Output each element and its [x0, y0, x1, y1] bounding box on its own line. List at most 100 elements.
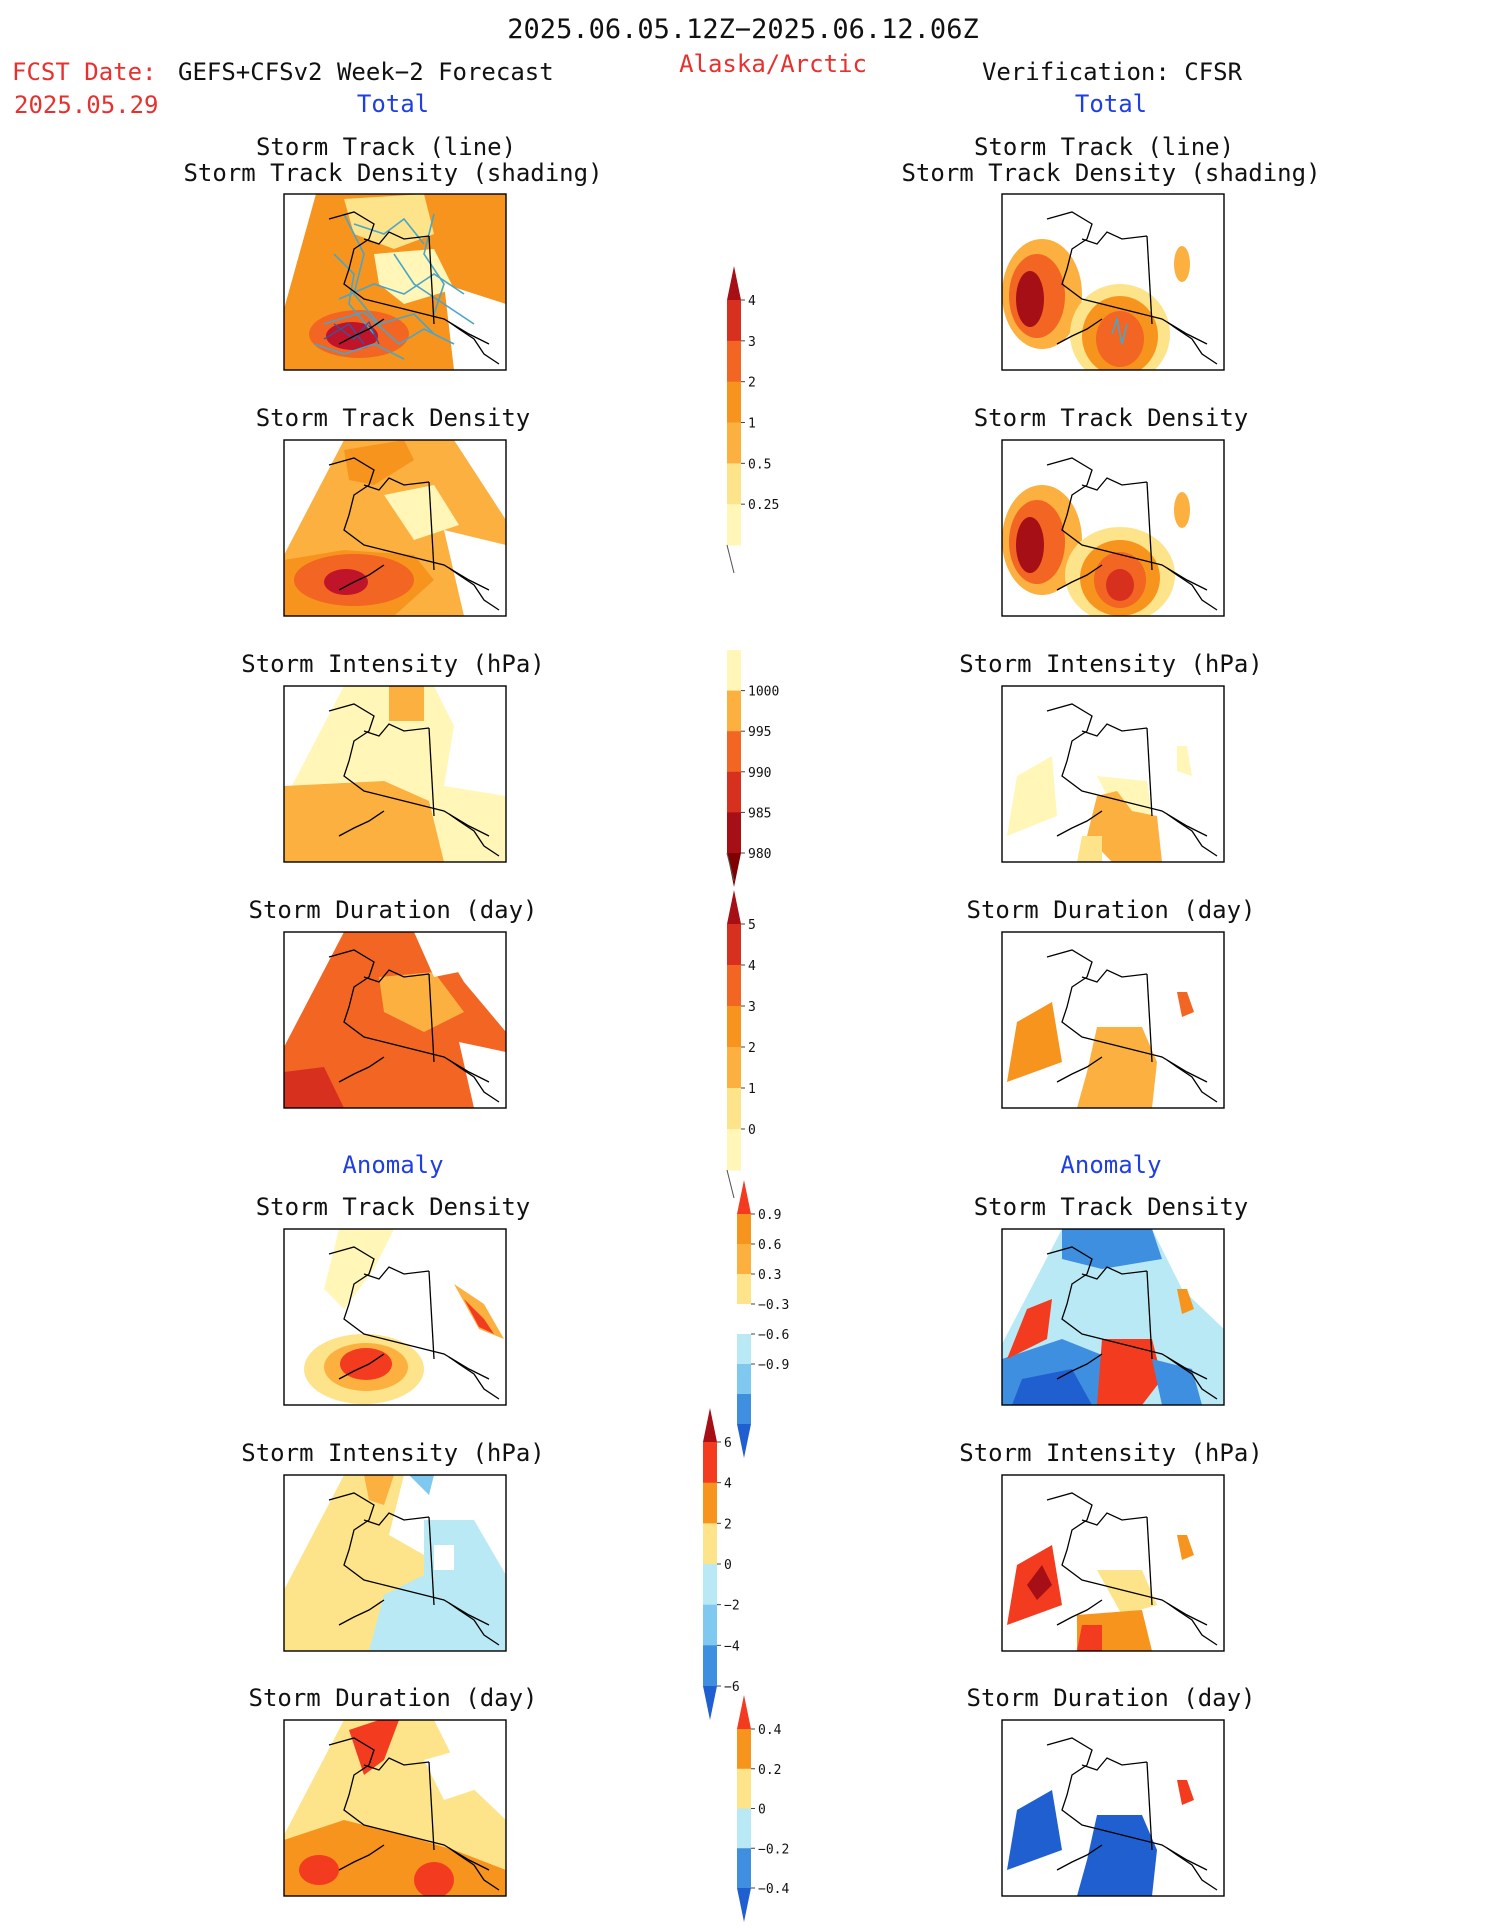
map-right-anom-duration [1001, 1719, 1225, 1897]
map-right-anom-density [1001, 1228, 1225, 1406]
colorbar-segment [727, 924, 741, 966]
colorbar-tail [726, 544, 735, 574]
left-anom-intensity-title: Storm Intensity (hPa) [241, 1439, 544, 1467]
colorbar-segment [703, 1564, 717, 1606]
map-right-anom-intensity [1001, 1474, 1225, 1652]
colorbar-label: 0.3 [758, 1268, 781, 1283]
colorbar-label: 0.25 [748, 498, 779, 513]
colorbar-label: −0.9 [758, 1358, 789, 1373]
colorbar-segment [727, 771, 741, 813]
colorbar-total-density: 4 3 2 1 0.5 0.25 [726, 266, 779, 574]
colorbar-segment [727, 504, 741, 546]
colorbar-label: 0.5 [748, 457, 771, 472]
colorbar-label: 4 [748, 959, 756, 974]
right-total-label: Total [1075, 90, 1147, 118]
colorbar-segment [737, 1768, 751, 1809]
map-left-intensity [283, 685, 507, 863]
region-label: Alaska/Arctic [679, 50, 867, 78]
map-right-duration [1001, 931, 1225, 1109]
colorbar-label: 2 [748, 1041, 756, 1056]
colorbar-segment [727, 1006, 741, 1048]
map-left-anom-duration [283, 1719, 507, 1897]
colorbar-label: −6 [724, 1680, 740, 1695]
colorbar-tip-top [727, 266, 741, 300]
colorbar-label: −2 [724, 1599, 740, 1614]
colorbar-segment [703, 1645, 717, 1687]
colorbar-segment [703, 1523, 717, 1565]
colorbar-segment [727, 422, 741, 464]
colorbar-label: 5 [748, 918, 756, 933]
colorbar-tail [726, 1169, 735, 1199]
colorbar-label: 0.6 [758, 1238, 781, 1253]
colorbar-label: 1 [748, 1082, 756, 1097]
map-left-density [283, 439, 507, 617]
colorbar-label: 2 [724, 1517, 732, 1532]
map-left-duration [283, 931, 507, 1109]
colorbar-label: 985 [748, 806, 771, 821]
colorbar-label: 0.4 [758, 1723, 782, 1738]
colorbar-segment [727, 381, 741, 423]
colorbar-segment [703, 1604, 717, 1646]
colorbar-tip-bottom [737, 1424, 751, 1458]
colorbar-label: −0.3 [758, 1298, 789, 1313]
left-anom-duration-title: Storm Duration (day) [249, 1684, 538, 1712]
right-anom-duration-title: Storm Duration (day) [967, 1684, 1256, 1712]
left-track-subtitle: Storm Track Density (shading) [183, 159, 602, 187]
right-track-title: Storm Track (line) [974, 133, 1234, 161]
colorbar-anomaly-density: 0.9 0.6 0.3 −0.3 −0.6 −0.9 [737, 1180, 789, 1458]
colorbar-segment [703, 1442, 717, 1484]
map-left-anom-density [283, 1228, 507, 1406]
colorbar-label: 0 [758, 1803, 766, 1818]
colorbar-label: 2 [748, 376, 756, 391]
colorbar-label: 6 [724, 1436, 732, 1451]
colorbar-segment [727, 965, 741, 1007]
colorbar-segment [737, 1334, 751, 1365]
right-anom-intensity-title: Storm Intensity (hPa) [959, 1439, 1262, 1467]
colorbar-label: 0 [748, 1123, 756, 1138]
colorbar-segment [727, 463, 741, 505]
colorbar-label: −0.2 [758, 1842, 789, 1857]
colorbar-label: 4 [724, 1477, 732, 1492]
colorbar-segment [727, 1088, 741, 1130]
colorbar-segment [737, 1729, 751, 1770]
colorbar-segment [737, 1304, 751, 1335]
colorbar-tip-bottom [727, 853, 741, 887]
colorbar-segment [737, 1848, 751, 1889]
verification-label: Verification: CFSR [982, 58, 1243, 86]
right-anom-density-title: Storm Track Density [974, 1193, 1249, 1221]
colorbar-tip-top [703, 1408, 717, 1442]
right-anomaly-label: Anomaly [1060, 1151, 1161, 1179]
right-density-title: Storm Track Density [974, 404, 1249, 432]
colorbar-segment [703, 1482, 717, 1524]
colorbar-tail [726, 852, 735, 882]
colorbar-label: 1000 [748, 685, 779, 700]
colorbar-tip-top [737, 1695, 751, 1729]
right-duration-title: Storm Duration (day) [967, 896, 1256, 924]
colorbar-segment [737, 1394, 751, 1425]
map-left-anom-intensity [283, 1474, 507, 1652]
left-density-title: Storm Track Density [256, 404, 531, 432]
colorbar-segment [727, 731, 741, 773]
colorbar-segment [737, 1244, 751, 1275]
map-right-track [1001, 193, 1225, 371]
colorbar-tip-bottom [703, 1686, 717, 1720]
colorbar-anomaly-duration: 0.4 0.2 0 −0.2 −0.4 [737, 1695, 789, 1922]
colorbar-label: 0.2 [758, 1763, 781, 1778]
map-right-intensity [1001, 685, 1225, 863]
colorbar-segment [727, 1047, 741, 1089]
colorbar-label: 0 [724, 1558, 732, 1573]
colorbar-segment [727, 1129, 741, 1171]
left-intensity-title: Storm Intensity (hPa) [241, 650, 544, 678]
colorbar-label: 3 [748, 335, 756, 350]
colorbar-segment [737, 1364, 751, 1395]
colorbar-segment [737, 1214, 751, 1245]
colorbar-label: −4 [724, 1639, 740, 1654]
colorbar-label: 990 [748, 766, 771, 781]
colorbar-label: 995 [748, 725, 771, 740]
colorbar-label: 1 [748, 417, 756, 432]
colorbar-segment [737, 1808, 751, 1849]
colorbar-segment [737, 1274, 751, 1305]
left-track-title: Storm Track (line) [256, 133, 516, 161]
